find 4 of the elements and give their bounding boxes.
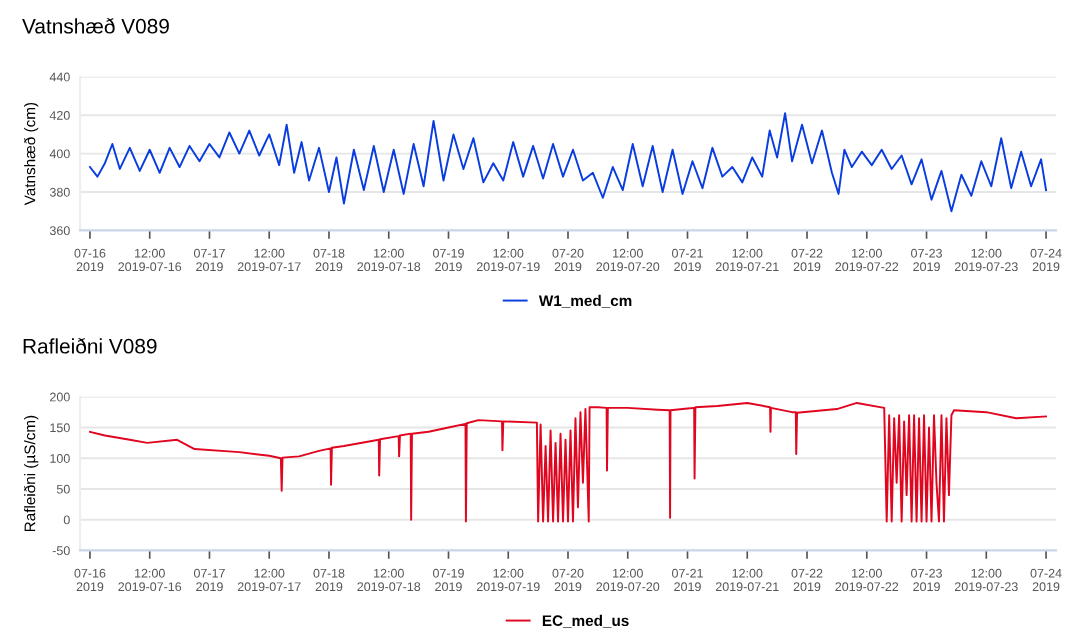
chart-title: Rafleiðni V089 [23,337,157,354]
chart-title: Vatnshæð V089 [22,17,169,34]
line-series [88,401,1048,523]
line-series [88,112,1048,213]
